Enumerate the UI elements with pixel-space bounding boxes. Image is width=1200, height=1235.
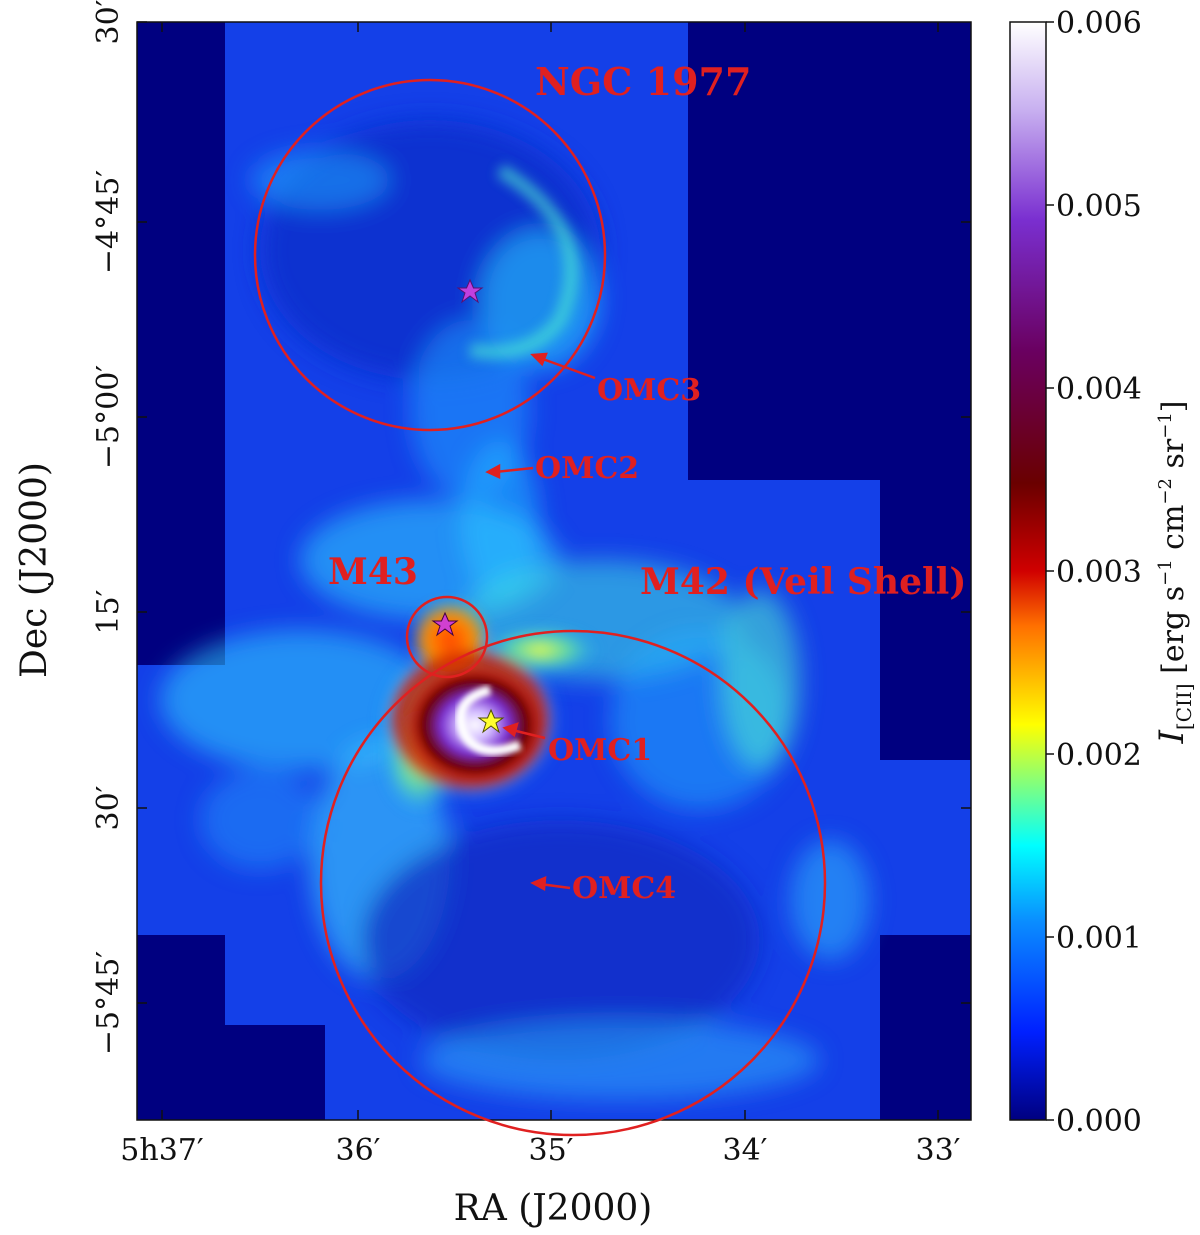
annotation-arrows (485, 352, 596, 892)
colorbar-tick-label: 0.003 (1056, 555, 1142, 590)
y-tick-label: 15′ (91, 589, 126, 634)
colorbar-tick-label: 0.000 (1056, 1104, 1142, 1139)
colorbar-tick-label: 0.005 (1056, 189, 1142, 224)
x-tick-label: 36′ (336, 1133, 381, 1168)
y-tick-label: −5°45′ (91, 951, 126, 1055)
x-axis-title: RA (J2000) (454, 1188, 653, 1229)
y-tick-label: −4°45′ (91, 170, 126, 274)
plot-frame (136, 21, 972, 1121)
colorbar-tick-label: 0.001 (1056, 921, 1142, 956)
x-axis-ticks (161, 22, 939, 1120)
m42-veil-shell-circle (319, 629, 827, 1137)
x-tick-label: 5h37′ (120, 1133, 204, 1168)
label-omc4: OMC4 (572, 871, 676, 906)
map-image (137, 22, 971, 1120)
label-omc1: OMC1 (548, 733, 652, 768)
m43-circle (405, 595, 489, 679)
x-tick-label: 33′ (916, 1133, 961, 1168)
label-m43: M43 (328, 551, 418, 593)
label-m42-veil-shell: M42 (Veil Shell) (640, 561, 966, 603)
label-omc2: OMC2 (535, 451, 639, 486)
colorbar-label: I[CII] [erg s−1 cm−2 sr−1] (1152, 400, 1196, 744)
ngc1977-circle (253, 78, 607, 432)
y-tick-label: 30′ (91, 785, 126, 830)
star-icon (456, 278, 484, 304)
label-ngc1977: NGC 1977 (535, 59, 751, 104)
y-axis-title: Dec (J2000) (14, 462, 55, 678)
y-axis-ticks (137, 21, 971, 1004)
star-icon (431, 611, 459, 637)
x-tick-label: 35′ (529, 1133, 574, 1168)
y-tick-label: 30′ (91, 0, 126, 45)
label-omc3: OMC3 (597, 373, 701, 408)
colorbar-tick-label: 0.002 (1056, 738, 1142, 773)
colorbar (1009, 21, 1047, 1121)
y-tick-label: −5°00′ (91, 365, 126, 469)
colorbar-tick-label: 0.006 (1056, 6, 1142, 41)
x-tick-label: 34′ (723, 1133, 768, 1168)
star-icon (477, 708, 505, 734)
colorbar-tick-label: 0.004 (1056, 372, 1142, 407)
colorbar-ticks (1046, 21, 1054, 1121)
